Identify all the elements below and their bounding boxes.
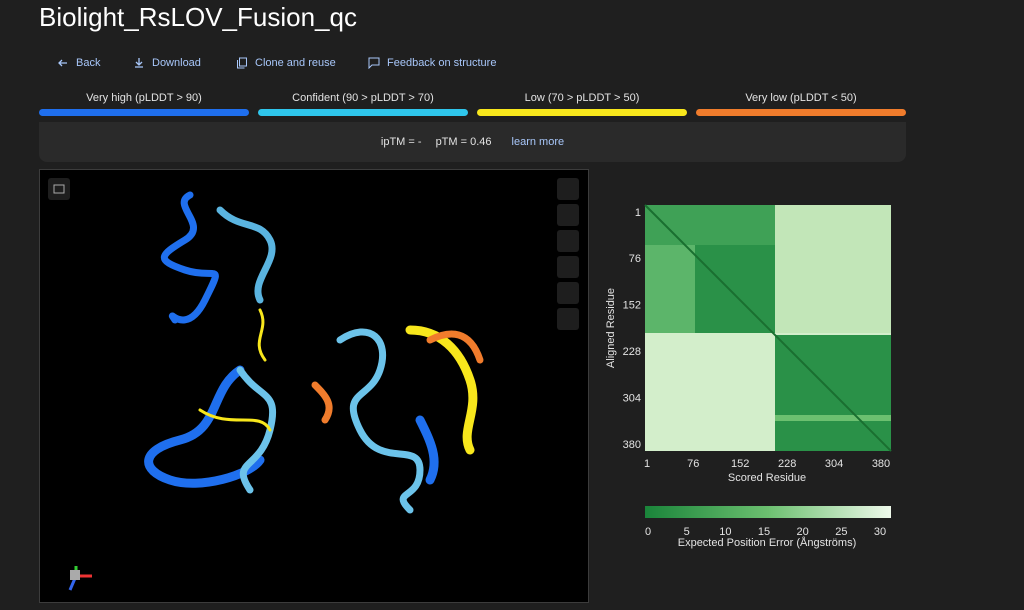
colorbar-label: Expected Position Error (Ångströms) [678,536,857,549]
learn-more-link[interactable]: learn more [511,136,565,148]
y-tick-label: 380 [623,439,641,451]
viewer-menu-icon [53,184,65,194]
feedback-icon [368,57,380,69]
back-label: Back [76,57,101,69]
colorbar [645,506,891,518]
viewer-menu[interactable] [48,178,70,200]
colorbar-tick-label: 25 [835,526,847,538]
back-button[interactable]: Back [57,54,100,72]
y-tick-label: 76 [629,253,641,265]
x-tick-label: 304 [825,458,843,470]
colorbar-tick-label: 5 [684,526,690,538]
legend-bar [258,109,468,116]
x-tick-label: 228 [778,458,796,470]
colorbar-tick-label: 30 [874,526,886,538]
tool-reset[interactable] [557,178,579,200]
tool-camera[interactable] [557,204,579,226]
download-button[interactable]: Download [133,54,201,72]
x-tick-label: 1 [644,458,650,470]
back-icon [58,59,67,67]
feedback-label: Feedback on structure [387,57,497,69]
feedback-button[interactable]: Feedback on structure [368,54,496,72]
structure-canvas [48,178,579,591]
tool-expand[interactable] [557,256,579,278]
clone-icon [237,57,247,69]
colorbar-tick-label: 20 [797,526,809,538]
legend-label: Very low (pLDDT < 50) [745,92,857,104]
legend-label: Confident (90 > pLDDT > 70) [292,92,434,104]
tool-controls[interactable] [557,282,579,304]
legend-bar [696,109,906,116]
protein-cartoon [144,191,484,514]
pae-plot: Scored Residue Aligned Residue Expected … [605,204,892,549]
structure-viewer[interactable] [39,169,589,603]
y-tick-label: 152 [623,299,641,311]
colorbar-tick-label: 15 [758,526,770,538]
legend-label: Very high (pLDDT > 90) [86,92,202,104]
y-tick-label: 304 [623,392,641,404]
colorbar-tick-label: 10 [719,526,731,538]
download-label: Download [152,57,201,69]
ptm: pTM = 0.46 [435,136,492,148]
legend-bar [477,109,687,116]
download-icon [135,58,143,68]
iptm: ipTM = - [380,136,422,148]
legend-bar [39,109,249,116]
y-tick-label: 1 [635,207,641,219]
y-tick-label: 228 [623,346,641,358]
x-tick-label: 380 [872,458,890,470]
tool-select[interactable] [557,308,579,330]
viewer-toolbar [557,178,579,330]
tool-settings[interactable] [557,230,579,252]
metrics-panel: ipTM = - pTM = 0.46 learn more [39,122,906,162]
clone-label: Clone and reuse [255,57,336,69]
legend-label: Low (70 > pLDDT > 50) [524,92,640,104]
x-tick-label: 76 [687,458,699,470]
y-axis-label: Aligned Residue [605,288,617,368]
pae-heatmap [644,204,892,452]
x-tick-label: 152 [731,458,749,470]
clone-button[interactable]: Clone and reuse [236,54,336,72]
axes-gizmo [68,566,92,591]
colorbar-tick-label: 0 [645,526,651,538]
x-axis-label: Scored Residue [728,472,806,484]
page-title: Biolight_RsLOV_Fusion_qc [39,2,357,32]
